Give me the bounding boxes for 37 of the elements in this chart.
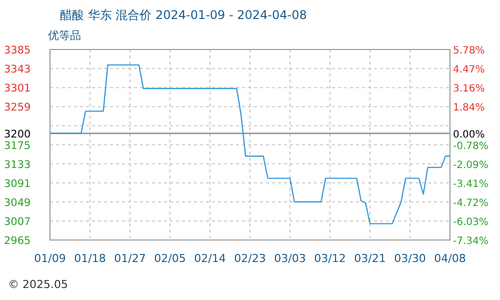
y-tick-label: 3091 [4, 178, 31, 190]
y2-tick-label: -3.41% [453, 178, 488, 190]
y2-tick-label: -4.72% [453, 198, 488, 209]
x-tick-label: 01/18 [74, 252, 106, 265]
y2-tick-label: 1.84% [453, 102, 485, 114]
y2-tick-label: 4.47% [453, 64, 485, 76]
y2-tick-label: 5.78% [453, 46, 485, 56]
y-tick-label: 2965 [4, 235, 31, 247]
x-tick-label: 02/23 [234, 252, 266, 265]
x-tick-label: 04/08 [434, 252, 466, 265]
x-tick-label: 01/09 [34, 252, 66, 265]
y2-tick-label: -7.34% [453, 236, 488, 247]
x-tick-label: 02/14 [194, 252, 226, 265]
y-tick-label: 3175 [4, 140, 31, 152]
x-tick-label: 03/21 [354, 252, 386, 265]
x-tick-label: 03/30 [394, 252, 426, 265]
y2-tick-label: -0.78% [453, 140, 488, 152]
y2-tick-label: -2.09% [453, 160, 488, 171]
y-tick-label: 3301 [4, 82, 31, 95]
y-tick-label: 3385 [4, 44, 31, 56]
y-tick-label: 3133 [4, 158, 31, 171]
y2-tick-label: -6.03% [453, 216, 488, 228]
chart-title: 醋酸 华东 混合价 2024-01-09 - 2024-04-08 [60, 8, 307, 22]
y2-tick-label: 3.16% [453, 84, 485, 95]
y-tick-label: 3259 [4, 102, 31, 114]
x-tick-label: 01/27 [114, 252, 146, 265]
y-tick-label: 3200 [4, 128, 31, 140]
y-tick-label: 3049 [4, 196, 31, 209]
x-tick-label: 03/03 [274, 252, 306, 265]
chart-subtitle: 优等品 [48, 29, 81, 42]
text: © 2025.05 [8, 278, 68, 291]
y2-tick-label: 0.00% [453, 129, 485, 140]
line-series [49, 64, 451, 224]
x-tick-label: 02/05 [154, 252, 186, 265]
x-tick-label: 03/12 [314, 252, 346, 265]
y-tick-label: 3007 [4, 216, 31, 228]
y-tick-label: 3343 [4, 64, 31, 76]
